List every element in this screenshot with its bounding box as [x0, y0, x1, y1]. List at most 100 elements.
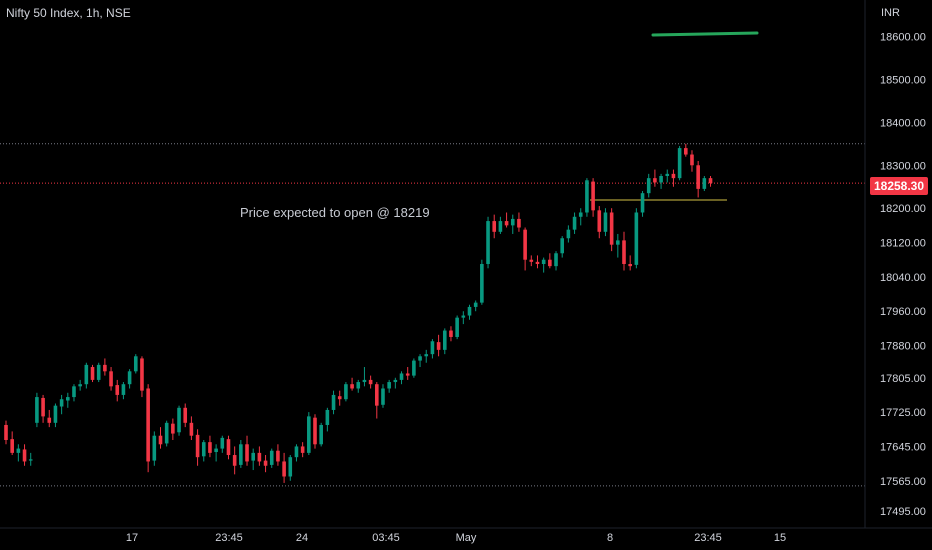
- candle-body: [307, 416, 311, 453]
- candle-body: [350, 384, 354, 389]
- candle-body: [560, 238, 564, 254]
- y-tick-label: 17960.00: [880, 306, 926, 318]
- candle-body: [158, 435, 163, 445]
- candle-body: [646, 178, 651, 194]
- candle-body: [331, 394, 336, 410]
- candle-body: [387, 382, 391, 389]
- candle-body: [572, 216, 577, 230]
- candle-body: [4, 424, 8, 440]
- candle-body: [523, 229, 527, 260]
- candle-body: [201, 442, 206, 457]
- candle-body: [96, 364, 101, 380]
- y-tick-label: 17645.00: [880, 441, 926, 453]
- x-tick-label: 23:45: [215, 532, 243, 544]
- candle-body: [653, 178, 657, 183]
- x-tick-label: 23:45: [694, 532, 722, 544]
- candle-body: [232, 455, 237, 466]
- candle-body: [362, 379, 367, 383]
- last-price-badge: 18258.30: [870, 177, 928, 195]
- candle-body: [319, 424, 323, 445]
- candle-body: [78, 384, 82, 387]
- candle-body: [412, 360, 416, 376]
- candle-body: [616, 240, 620, 245]
- candle-body: [189, 422, 194, 436]
- candle-body: [47, 417, 52, 423]
- y-tick-label: 17880.00: [880, 341, 926, 353]
- candle-body: [455, 317, 459, 337]
- candle-body: [72, 386, 76, 398]
- candle-body: [492, 221, 497, 232]
- candle-body: [16, 448, 21, 453]
- candle-body: [337, 396, 342, 400]
- candle-body: [473, 302, 478, 307]
- candle-body: [66, 397, 70, 401]
- trendline-drawing[interactable]: [651, 31, 759, 37]
- candle-body: [634, 212, 639, 265]
- y-tick-label: 18500.00: [880, 74, 926, 86]
- candle-body: [294, 446, 299, 458]
- candle-body: [152, 435, 157, 461]
- candle-series: [4, 143, 713, 483]
- candle-body: [430, 341, 435, 355]
- candle-body: [103, 364, 107, 372]
- x-tick-label: 03:45: [372, 532, 400, 544]
- candle-body: [140, 358, 144, 391]
- y-tick-label: 18200.00: [880, 203, 926, 215]
- candle-body: [702, 178, 707, 189]
- candle-body: [603, 212, 608, 232]
- currency-label: INR: [881, 7, 900, 19]
- candle-body: [288, 457, 293, 477]
- y-tick-label: 17565.00: [880, 476, 926, 488]
- candle-body: [171, 423, 175, 434]
- x-tick-label: May: [456, 532, 477, 544]
- candle-body: [381, 388, 385, 405]
- candle-body: [109, 371, 113, 387]
- candle-body: [622, 240, 626, 264]
- candle-body: [393, 379, 398, 383]
- x-tick-label: 15: [774, 532, 786, 544]
- candle-body: [529, 259, 534, 262]
- candle-body: [195, 434, 200, 458]
- candle-body: [418, 356, 422, 361]
- annotation-text[interactable]: Price expected to open @ 18219: [240, 205, 430, 220]
- candle-body: [214, 448, 218, 453]
- candle-body: [133, 356, 138, 372]
- candle-body: [127, 371, 132, 385]
- candle-body: [510, 218, 515, 226]
- x-tick-label: 24: [296, 532, 308, 544]
- y-tick-label: 18400.00: [880, 117, 926, 129]
- candle-body: [28, 459, 33, 461]
- candle-body: [708, 178, 713, 184]
- candle-body: [183, 407, 188, 423]
- y-tick-label: 18600.00: [880, 31, 926, 43]
- candle-body: [609, 212, 614, 245]
- candle-body: [313, 417, 317, 445]
- y-tick-label: 18120.00: [880, 238, 926, 250]
- price-axis[interactable]: 18600.00 18500.00 18400.00 18300.00 18200.00…: [880, 31, 926, 517]
- candle-body: [424, 354, 429, 357]
- candle-body: [115, 385, 120, 395]
- candle-body: [356, 382, 361, 389]
- candle-body: [164, 422, 169, 444]
- candle-body: [53, 405, 58, 423]
- candle-body: [226, 439, 231, 456]
- candle-body: [498, 221, 503, 232]
- candle-body: [282, 461, 286, 477]
- candle-body: [208, 442, 212, 453]
- candle-body: [578, 212, 583, 217]
- candle-body: [300, 446, 305, 453]
- candle-body: [239, 444, 243, 465]
- candle-body: [671, 173, 676, 179]
- candle-body: [257, 452, 262, 462]
- candle-body: [344, 384, 348, 400]
- candle-body: [684, 148, 688, 155]
- candle-body: [263, 460, 268, 466]
- candle-body: [535, 261, 540, 264]
- y-tick-label: 18300.00: [880, 160, 926, 172]
- time-axis[interactable]: 17 23:45 24 03:45 May 8 23:45 15: [126, 532, 786, 544]
- candle-body: [251, 452, 255, 461]
- chart-title: Nifty 50 Index, 1h, NSE: [6, 6, 131, 20]
- horizontal-lines: [0, 143, 865, 487]
